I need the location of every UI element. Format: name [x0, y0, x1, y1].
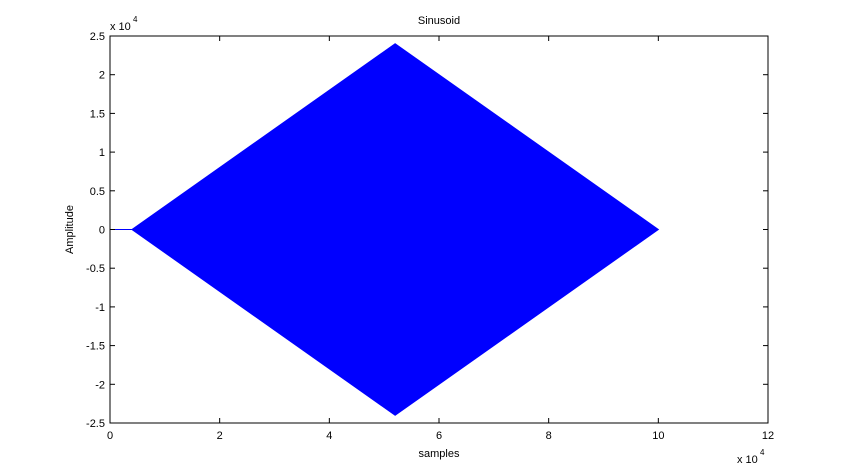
y-multiplier-base: x 10: [110, 21, 131, 33]
x-tick-label: 8: [546, 430, 552, 442]
y-tick-label: -2: [95, 379, 105, 391]
x-axis-label: samples: [419, 448, 460, 460]
y-tick-label: 2: [99, 70, 105, 82]
y-tick-label: -1.5: [86, 341, 105, 353]
chart-title: Sinusoid: [418, 15, 460, 27]
y-axis-multiplier: x 10 4: [110, 15, 138, 33]
x-axis-multiplier: x 10 4: [737, 448, 765, 466]
y-axis-label: Amplitude: [64, 205, 76, 254]
x-tick-label: 12: [762, 430, 774, 442]
y-multiplier-exponent: 4: [133, 15, 138, 24]
series-oscillation-envelope: [131, 43, 660, 416]
y-tick-label: 1.5: [90, 108, 105, 120]
y-tick-label: -2.5: [86, 418, 105, 430]
x-tick-label: 2: [217, 430, 223, 442]
y-tick-label: 2.5: [90, 31, 105, 43]
y-tick-label: 1: [99, 147, 105, 159]
chart-marks: [110, 36, 768, 423]
x-multiplier-base: x 10: [737, 454, 758, 466]
y-tick-label: -1: [95, 302, 105, 314]
x-tick-label: 4: [326, 430, 332, 442]
y-tick-label: 0.5: [90, 186, 105, 198]
chart-ticks: 0 2 4 6 8 10 12 2.5 2 1.5 1 0.5 0 -0.5 -1 -1.5 -2 -2.5: [86, 31, 774, 442]
x-tick-label: 0: [107, 430, 113, 442]
y-tick-label: 0: [99, 225, 105, 237]
x-tick-label: 6: [436, 430, 442, 442]
x-tick-label: 10: [652, 430, 664, 442]
x-multiplier-exponent: 4: [760, 448, 765, 457]
y-tick-label: -0.5: [86, 263, 105, 275]
